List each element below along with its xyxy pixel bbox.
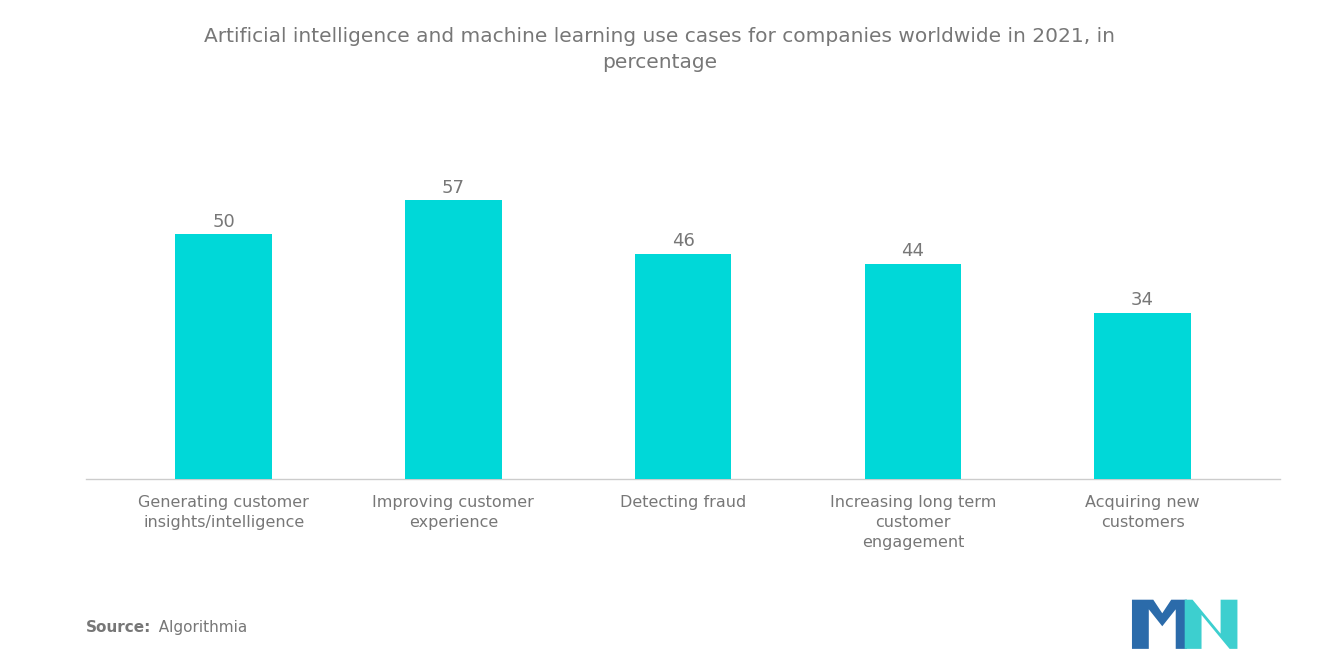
Polygon shape [1133, 600, 1187, 649]
Bar [405, 200, 502, 479]
Text: Algorithmia: Algorithmia [149, 620, 247, 635]
Text: 50: 50 [213, 213, 235, 231]
Bar [1094, 313, 1191, 479]
Text: 44: 44 [902, 242, 924, 260]
Bar [865, 263, 961, 479]
Text: Artificial intelligence and machine learning use cases for companies worldwide i: Artificial intelligence and machine lear… [205, 27, 1115, 72]
Text: 57: 57 [442, 179, 465, 197]
Text: 46: 46 [672, 233, 694, 251]
Bar [176, 234, 272, 479]
Text: Source:: Source: [86, 620, 152, 635]
Bar [635, 254, 731, 479]
Text: 34: 34 [1131, 291, 1154, 309]
Polygon shape [1185, 600, 1237, 649]
